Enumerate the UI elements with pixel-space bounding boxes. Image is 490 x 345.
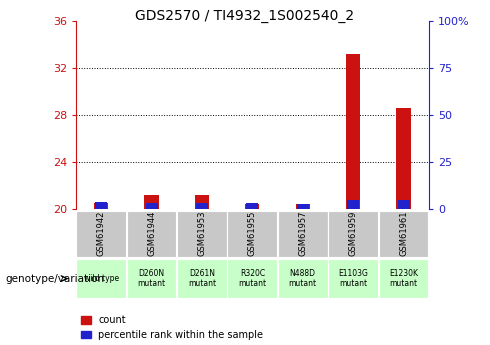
Bar — [347, 200, 359, 209]
Bar — [245, 204, 259, 209]
Bar — [145, 195, 159, 209]
Bar — [396, 108, 411, 209]
Text: GSM61953: GSM61953 — [197, 211, 206, 256]
Bar — [177, 259, 227, 298]
Bar — [397, 200, 410, 209]
Text: R320C
mutant: R320C mutant — [238, 269, 267, 288]
Bar — [246, 203, 258, 209]
Text: N488D
mutant: N488D mutant — [289, 269, 317, 288]
Text: E1103G
mutant: E1103G mutant — [338, 269, 368, 288]
Bar — [278, 211, 328, 257]
Bar — [328, 259, 378, 298]
Bar — [297, 204, 309, 209]
Text: D260N
mutant: D260N mutant — [138, 269, 166, 288]
Text: GSM61942: GSM61942 — [97, 211, 106, 256]
Bar — [196, 203, 208, 209]
Text: GSM61959: GSM61959 — [349, 211, 358, 256]
Text: GDS2570 / TI4932_1S002540_2: GDS2570 / TI4932_1S002540_2 — [135, 9, 355, 23]
Text: D261N
mutant: D261N mutant — [188, 269, 216, 288]
Text: wild type: wild type — [84, 274, 119, 283]
Text: genotype/variation: genotype/variation — [5, 274, 104, 284]
Legend: count, percentile rank within the sample: count, percentile rank within the sample — [81, 315, 263, 340]
Bar — [328, 211, 378, 257]
Bar — [76, 211, 126, 257]
Text: GSM61944: GSM61944 — [147, 211, 156, 256]
Text: GSM61961: GSM61961 — [399, 211, 408, 256]
Text: E1230K
mutant: E1230K mutant — [389, 269, 418, 288]
Bar — [95, 202, 107, 209]
Bar — [379, 259, 428, 298]
Bar — [195, 195, 209, 209]
Bar — [94, 203, 108, 209]
Text: GSM61957: GSM61957 — [298, 211, 307, 256]
Bar — [379, 211, 428, 257]
Bar — [126, 259, 176, 298]
Bar — [126, 211, 176, 257]
Bar — [227, 259, 277, 298]
Bar — [146, 203, 158, 209]
Bar — [295, 204, 310, 209]
Text: GSM61955: GSM61955 — [248, 211, 257, 256]
Bar — [76, 259, 126, 298]
Bar — [177, 211, 227, 257]
Bar — [227, 211, 277, 257]
Bar — [346, 53, 360, 209]
Bar — [278, 259, 328, 298]
